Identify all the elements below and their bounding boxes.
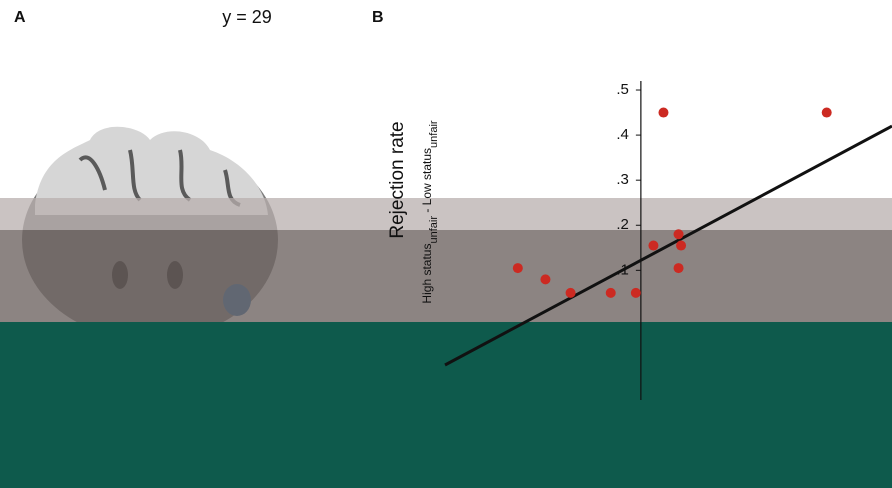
y-axis-sublabel-part: High status <box>420 244 434 304</box>
overlay-band <box>0 198 892 230</box>
figure: A y = 29 B Rejection rate High statusunf… <box>0 0 892 488</box>
panel-label: A <box>14 9 26 26</box>
data-point <box>822 108 832 118</box>
y-axis-sublabel-part: unfair <box>428 120 440 148</box>
coordinate-label: y = 29 <box>222 7 272 27</box>
data-point <box>648 241 658 251</box>
y-tick-label: .5 <box>616 81 629 98</box>
y-tick-label: .2 <box>616 216 629 233</box>
data-point <box>674 263 684 273</box>
overlay-band <box>0 230 892 322</box>
y-tick-label: .4 <box>616 126 629 143</box>
y-axis-label: Rejection rate <box>387 121 408 238</box>
data-point <box>566 288 576 298</box>
data-point <box>540 274 550 284</box>
y-tick-label: .3 <box>616 171 629 188</box>
data-point <box>658 108 668 118</box>
overlay-band <box>0 322 892 488</box>
y-axis-sublabel-part: unfair <box>428 216 440 244</box>
y-axis-sublabel-part: - Low status <box>420 148 434 216</box>
data-point <box>606 288 616 298</box>
data-point <box>674 229 684 239</box>
panel-label: B <box>372 9 384 26</box>
data-point <box>676 241 686 251</box>
data-point <box>631 288 641 298</box>
data-point <box>513 263 523 273</box>
